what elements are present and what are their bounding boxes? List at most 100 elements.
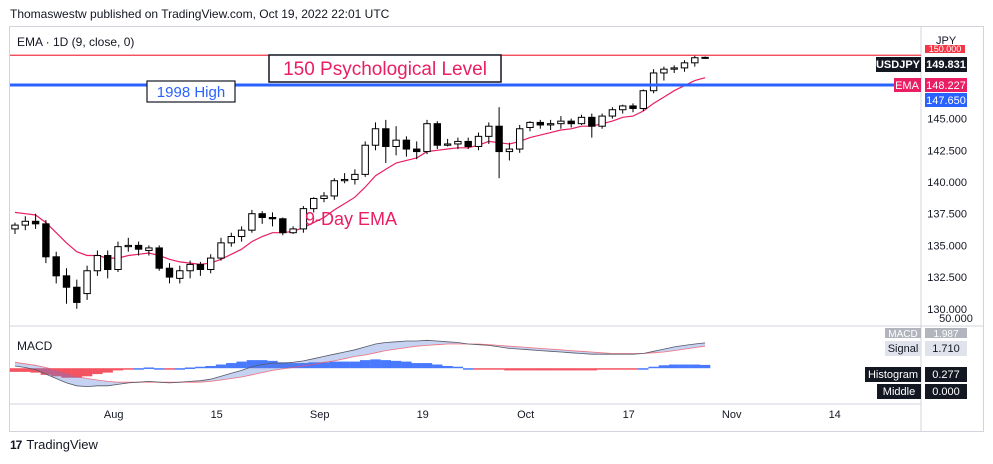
macd-histogram-bar [586, 368, 597, 371]
candle-body [207, 257, 215, 270]
tag-ema-value: 148.227 [926, 80, 966, 92]
macd-histogram-bar [154, 368, 165, 370]
time-tick-label: Oct [517, 409, 534, 421]
macd-histogram-bar [349, 361, 361, 369]
candle-body [340, 178, 349, 182]
candle-body [73, 286, 81, 303]
candle-body [454, 140, 462, 145]
candle-body [361, 144, 369, 175]
ema-line [14, 77, 706, 266]
macd-histogram-bar [236, 361, 247, 369]
time-axis-ticks: Aug 15 Sep 19 Oct 17 Nov 14 [104, 409, 841, 421]
macd-histogram-bar [452, 366, 464, 369]
currency-label: JPY [936, 35, 957, 47]
macd-histogram-bar [483, 368, 494, 370]
macd-histogram-bar [689, 364, 700, 369]
candle-body [83, 270, 91, 295]
macd-histogram-bar [339, 361, 350, 369]
macd-histogram-bar [143, 367, 155, 369]
tag-usdjpy-bg [925, 57, 967, 72]
candle-body [639, 90, 647, 109]
macd-histogram-bar [267, 360, 278, 369]
candle-body [62, 275, 71, 288]
signal-value: 1.710 [932, 343, 960, 355]
macd-histogram-bar [205, 366, 216, 369]
macd-histogram-bar [669, 364, 680, 369]
chart-frame [9, 26, 984, 432]
price-tick-label: 135.000 [927, 240, 967, 252]
candle-body [186, 263, 194, 272]
ema-legend: EMA · 1D (9, close, 0) [17, 35, 134, 49]
candle-body [557, 120, 565, 125]
ema-annotation: 9-Day EMA [305, 209, 397, 229]
tag-ema-name: EMA [895, 80, 920, 92]
tag-hidden-top-value: 150.000 [929, 44, 962, 54]
macd-histogram-bar [524, 368, 536, 371]
tag-high-bg [925, 93, 967, 107]
macd-histogram-bar [380, 360, 391, 369]
candle-body [155, 247, 163, 269]
candle-body [485, 125, 493, 137]
macd-name-bg [885, 328, 921, 338]
macd-histogram-bar [555, 368, 567, 371]
macd-histogram-bar [442, 366, 453, 369]
macd-histogram-bar [545, 368, 556, 371]
candle-body [526, 121, 534, 128]
candle-body [248, 213, 256, 231]
macd-histogram-bar [30, 368, 41, 373]
tag-ema-bg [925, 78, 967, 92]
candle-body [310, 197, 318, 210]
price-tick-label: 137.500 [927, 209, 967, 221]
time-tick-label: 14 [829, 409, 841, 421]
macd-histogram-bar [607, 368, 618, 370]
macd-histogram-bar [102, 368, 113, 373]
tag-hidden-top [925, 45, 965, 53]
macd-histogram-bar [627, 368, 639, 370]
hist-name: Histogram [868, 369, 918, 381]
time-tick-label: Nov [722, 409, 742, 421]
macd-histogram-bar [617, 368, 628, 370]
candle-body [330, 180, 339, 197]
time-tick-label: Aug [104, 409, 124, 421]
macd-histogram-bar [411, 363, 422, 369]
candle-body [124, 244, 132, 248]
time-tick-label: Sep [310, 409, 330, 421]
macd-histogram-bar [473, 368, 484, 370]
candle-body [227, 236, 236, 244]
candle-body [670, 67, 678, 70]
macd-histogram-bar [123, 368, 134, 370]
middle-value-bg [925, 384, 967, 399]
macd-histogram-bar [133, 368, 144, 370]
macd-histogram-bar [277, 362, 288, 369]
price-tick-label: 130.000 [927, 304, 967, 316]
candle-body [31, 220, 40, 225]
signal-value-bg [925, 341, 967, 356]
footer-brand[interactable]: TradingView [26, 437, 98, 452]
candle-body [279, 218, 287, 234]
macd-histogram-bar [648, 366, 659, 369]
candle-body [196, 263, 205, 270]
macd-histogram-bar [226, 363, 237, 369]
candle-body [505, 148, 514, 153]
candle-body [495, 125, 503, 153]
price-tick-partial: 50.000 [939, 313, 973, 325]
candle-body [402, 139, 411, 150]
candles [11, 55, 709, 309]
candle-body [258, 213, 266, 218]
candle-body [680, 62, 689, 69]
macd-histogram-bar [514, 368, 525, 371]
macd-histogram-bar [596, 368, 608, 370]
macd-histogram-bar [390, 360, 402, 369]
candle-body [629, 105, 637, 109]
time-tick-label: 17 [623, 409, 635, 421]
high-1998-box [146, 80, 236, 103]
macd-histogram-bar [535, 368, 546, 371]
footer: 17 TradingView [10, 437, 98, 452]
ema-series [14, 77, 706, 266]
macd-histogram-bar [308, 362, 319, 369]
candle-body [11, 224, 19, 230]
macd-value: 1.987 [933, 329, 958, 340]
psych-level-label: 150 Psychological Level [283, 59, 487, 80]
macd-name: MACD [888, 329, 917, 340]
